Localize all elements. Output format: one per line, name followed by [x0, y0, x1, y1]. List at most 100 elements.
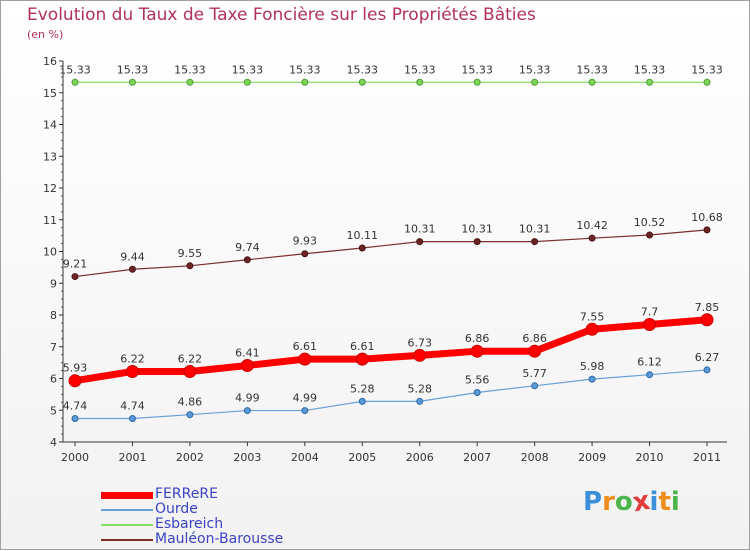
- data-label: 10.68: [691, 211, 723, 224]
- data-point: [416, 78, 424, 86]
- data-point: [301, 407, 309, 415]
- data-label: 9.74: [235, 241, 260, 254]
- data-label: 15.33: [347, 63, 379, 76]
- series-line-mauléon-barousse: [74, 229, 708, 278]
- data-label: 6.27: [695, 351, 720, 364]
- data-point: [413, 348, 427, 362]
- data-point: [243, 78, 251, 86]
- data-label: 5.56: [465, 373, 490, 386]
- x-tick-label: 2006: [406, 451, 434, 464]
- data-label: 10.11: [347, 229, 379, 242]
- data-point: [473, 388, 481, 396]
- x-tick-label: 2004: [291, 451, 319, 464]
- data-point: [646, 78, 654, 86]
- data-point: [71, 415, 79, 423]
- x-tick-label: 2002: [176, 451, 204, 464]
- y-tick-label: 16: [43, 55, 57, 68]
- data-label: 15.33: [519, 63, 551, 76]
- data-label: 4.99: [235, 392, 260, 405]
- y-tick-label: 13: [43, 150, 57, 163]
- data-label: 15.33: [232, 63, 264, 76]
- data-point: [531, 78, 539, 86]
- data-label: 10.31: [404, 223, 436, 236]
- data-point: [646, 371, 654, 379]
- data-label: 6.86: [522, 332, 547, 345]
- y-tick-label: 4: [50, 436, 57, 449]
- data-point: [588, 375, 596, 383]
- data-point: [186, 78, 194, 86]
- x-tick-label: 2008: [521, 451, 549, 464]
- data-point: [301, 250, 309, 258]
- y-tick-label: 6: [50, 373, 57, 386]
- data-point: [470, 344, 484, 358]
- data-point: [700, 313, 714, 327]
- y-tick-label: 9: [50, 277, 57, 290]
- data-point: [243, 256, 251, 264]
- x-tick-label: 2000: [61, 451, 89, 464]
- data-label: 15.33: [691, 63, 723, 76]
- data-point: [298, 352, 312, 366]
- y-tick-label: 5: [50, 404, 57, 417]
- legend-label: Esbareich: [155, 516, 224, 532]
- y-tick-label: 10: [43, 246, 57, 259]
- data-point: [473, 78, 481, 86]
- data-label: 15.33: [461, 63, 493, 76]
- data-label: 5.28: [407, 382, 432, 395]
- x-tick-label: 2010: [636, 451, 664, 464]
- data-label: 15.33: [174, 63, 206, 76]
- data-label: 7.85: [695, 301, 720, 314]
- data-label: 9.44: [120, 250, 145, 263]
- y-tick-label: 8: [50, 309, 57, 322]
- data-label: 6.22: [120, 353, 145, 366]
- data-point: [355, 352, 369, 366]
- logo-letter: i: [649, 487, 659, 517]
- data-label: 15.33: [404, 63, 436, 76]
- data-point: [531, 238, 539, 246]
- data-label: 15.33: [576, 63, 608, 76]
- logo-letter: o: [614, 487, 633, 517]
- data-point: [243, 407, 251, 415]
- data-label: 6.61: [293, 340, 318, 353]
- data-point: [585, 322, 599, 336]
- data-label: 10.31: [461, 223, 493, 236]
- y-tick-label: 7: [50, 341, 57, 354]
- data-label: 15.33: [59, 63, 91, 76]
- data-point: [643, 318, 657, 332]
- data-label: 4.74: [63, 400, 88, 413]
- data-label: 15.33: [289, 63, 321, 76]
- logo-letter: t: [658, 487, 671, 517]
- data-label: 6.61: [350, 340, 375, 353]
- data-point: [128, 415, 136, 423]
- data-label: 4.74: [120, 400, 145, 413]
- x-tick-label: 2005: [348, 451, 376, 464]
- legend-swatch: [101, 539, 153, 541]
- data-label: 5.77: [522, 367, 547, 380]
- data-label: 15.33: [117, 63, 149, 76]
- data-label: 15.33: [634, 63, 666, 76]
- chart-title: Evolution du Taux de Taxe Foncière sur l…: [27, 5, 536, 25]
- data-point: [416, 238, 424, 246]
- data-label: 6.12: [637, 356, 662, 369]
- data-label: 5.93: [63, 362, 88, 375]
- data-point: [358, 397, 366, 405]
- legend-swatch: [101, 524, 153, 526]
- legend-label: Ourde: [155, 501, 198, 517]
- data-label: 9.93: [293, 235, 318, 248]
- logo-letter: P: [583, 487, 603, 517]
- data-point: [588, 78, 596, 86]
- data-point: [703, 226, 711, 234]
- data-label: 5.28: [350, 382, 375, 395]
- proxiti-logo: Proxiti: [583, 486, 680, 518]
- y-tick-label: 11: [43, 214, 57, 227]
- data-point: [128, 265, 136, 273]
- data-label: 6.86: [465, 332, 490, 345]
- data-label: 10.52: [634, 216, 666, 229]
- y-tick-label: 14: [43, 119, 57, 132]
- legend-swatch: [101, 491, 153, 499]
- y-tick-label: 12: [43, 182, 57, 195]
- data-point: [301, 78, 309, 86]
- x-tick-label: 2003: [233, 451, 261, 464]
- data-label: 9.21: [63, 258, 88, 271]
- data-point: [183, 365, 197, 379]
